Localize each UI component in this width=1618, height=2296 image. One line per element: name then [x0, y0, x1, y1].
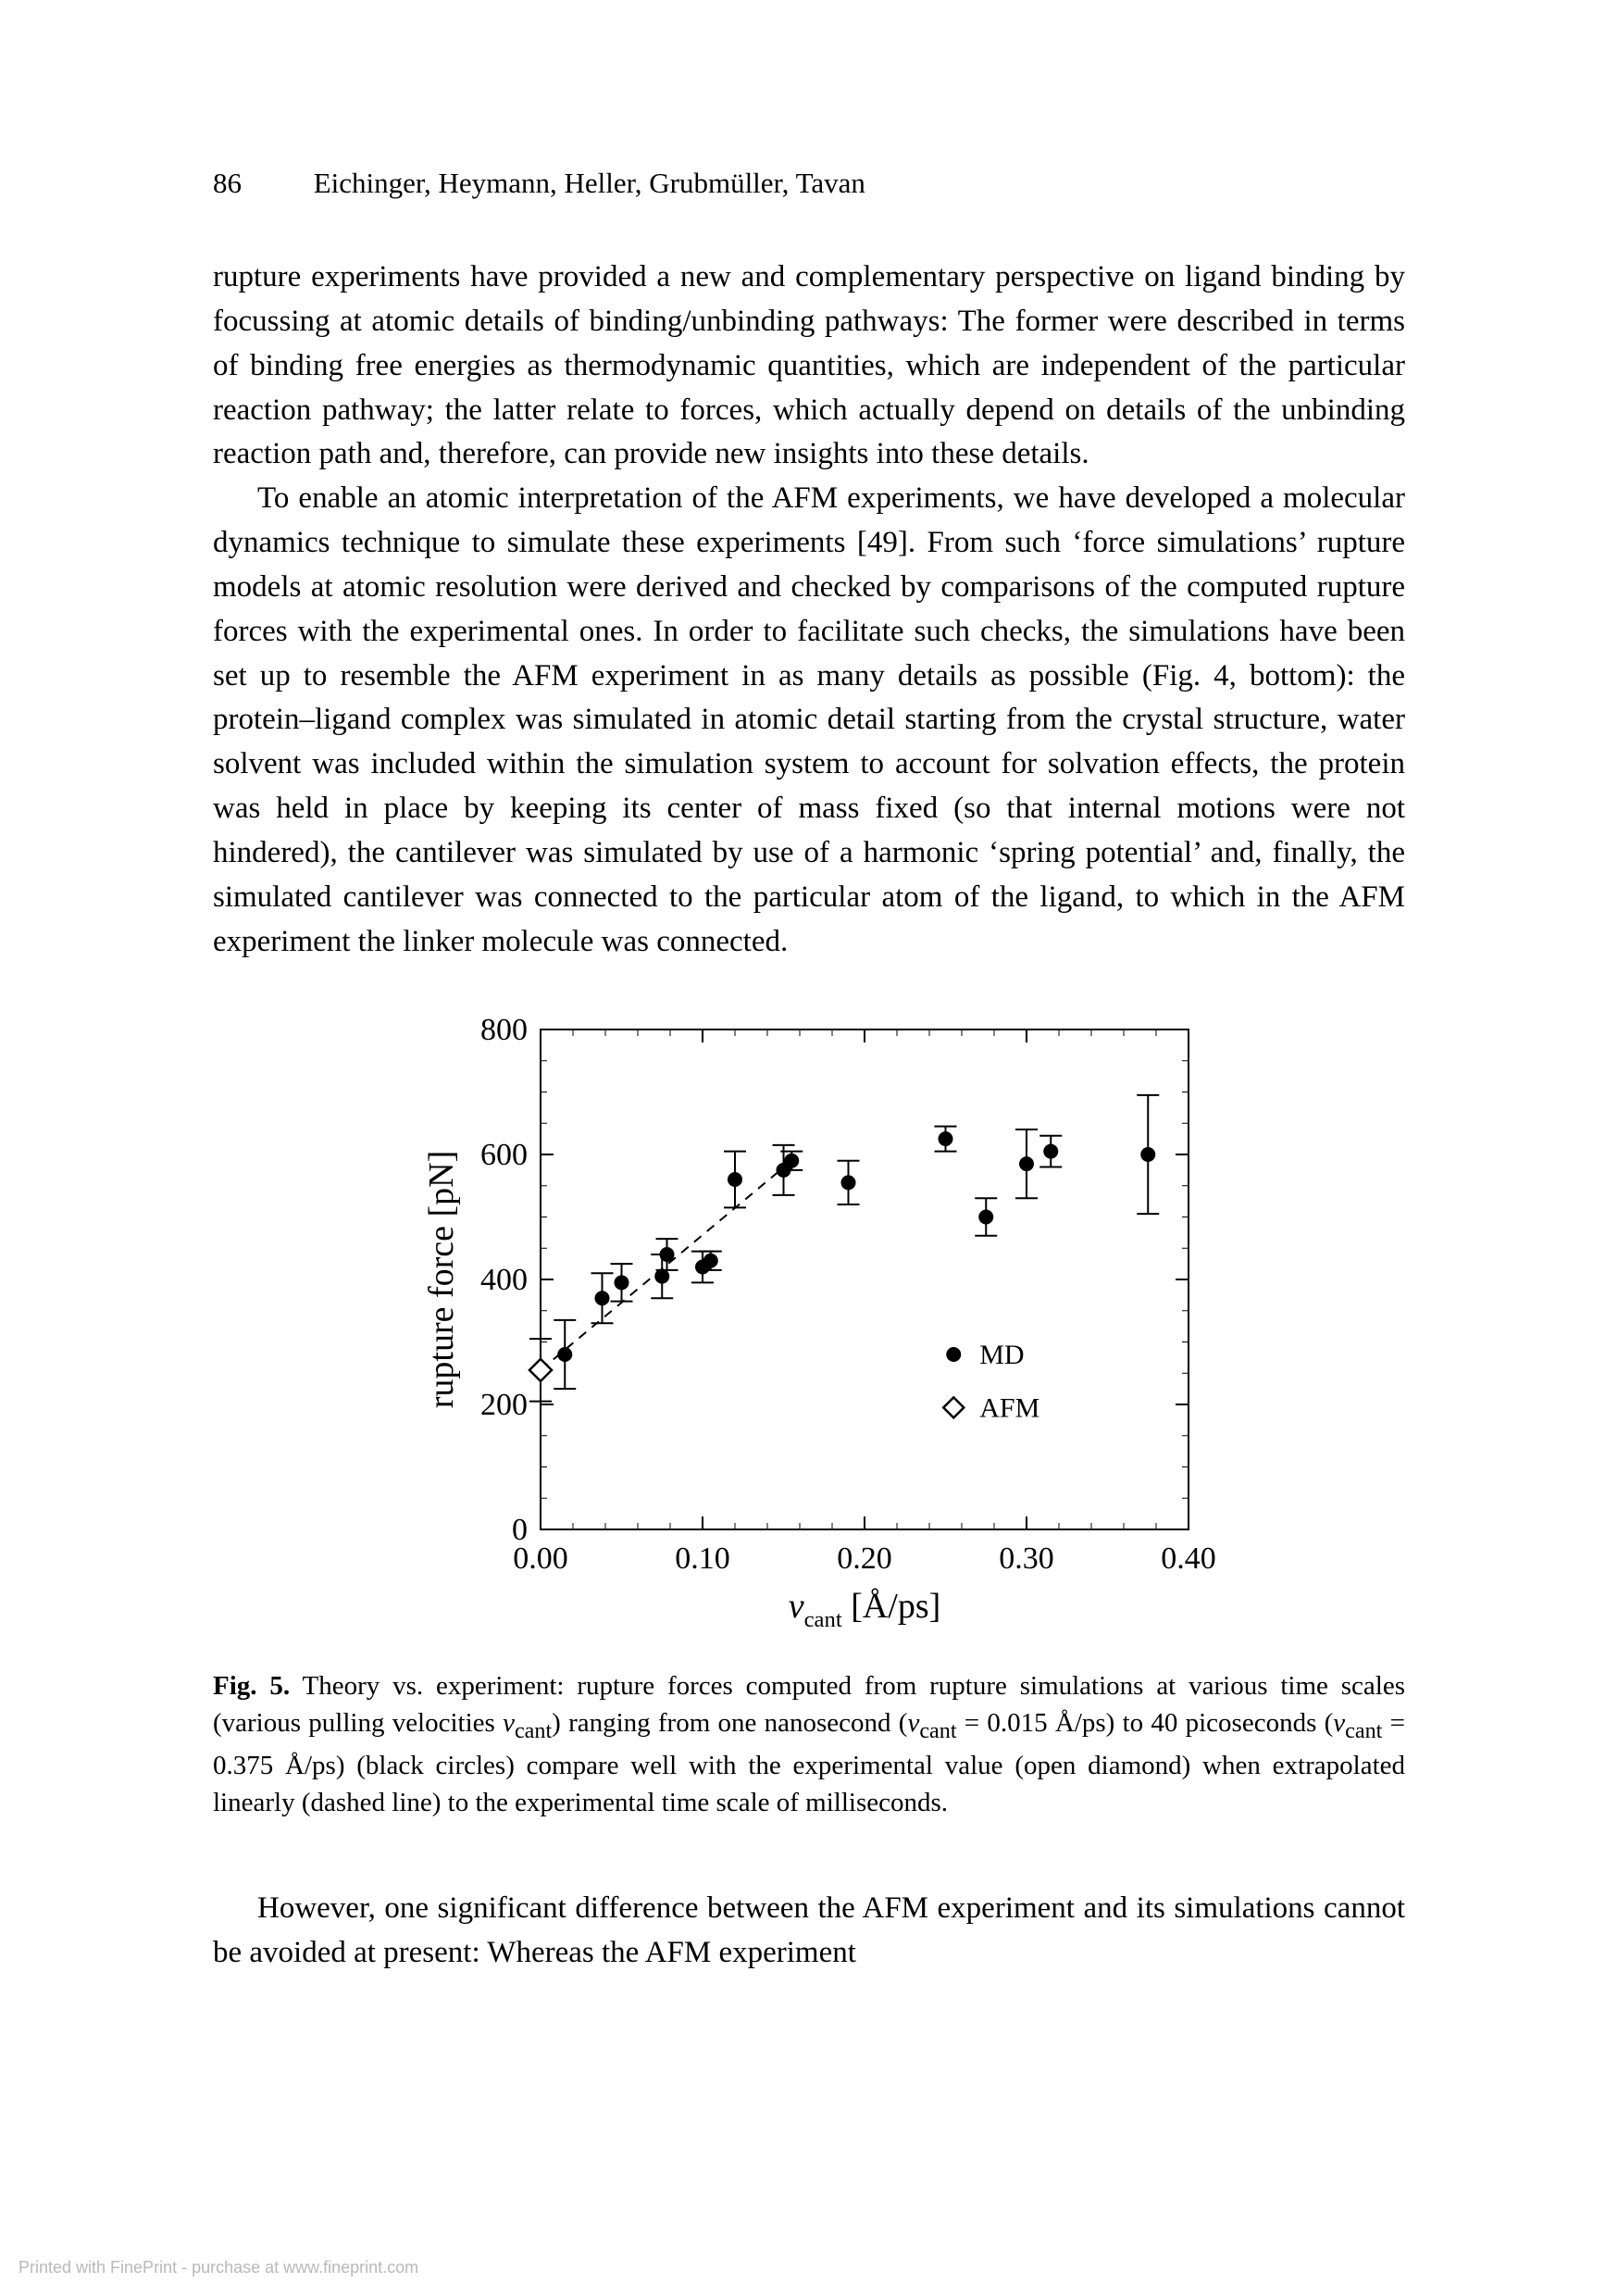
paragraph-1: rupture experiments have provided a new …	[213, 256, 1405, 477]
body-text-after-figure: However, one significant difference betw…	[213, 1887, 1405, 1976]
body-text: rupture experiments have provided a new …	[213, 256, 1405, 965]
svg-text:MD: MD	[979, 1340, 1024, 1370]
page: 86 Eichinger, Heymann, Heller, Grubmülle…	[0, 0, 1618, 2296]
svg-text:200: 200	[480, 1388, 528, 1422]
svg-text:0.40: 0.40	[1161, 1541, 1216, 1576]
svg-text:rupture force [pN]: rupture force [pN]	[422, 1150, 461, 1408]
svg-text:0.10: 0.10	[675, 1541, 730, 1576]
figure-5-caption-text: Theory vs. experiment: rupture forces co…	[213, 1671, 1405, 1818]
svg-text:0.30: 0.30	[999, 1541, 1054, 1576]
figure-5-chart: 0.000.100.200.300.400200400600800vcant […	[402, 1011, 1216, 1641]
figure-5-label: Fig. 5.	[213, 1671, 290, 1701]
figure-5: 0.000.100.200.300.400200400600800vcant […	[213, 1011, 1405, 1822]
running-header: 86 Eichinger, Heymann, Heller, Grubmülle…	[213, 167, 1405, 200]
figure-5-caption: Fig. 5. Theory vs. experiment: rupture f…	[213, 1667, 1405, 1822]
running-head-text: Eichinger, Heymann, Heller, Grubmüller, …	[314, 167, 865, 199]
svg-text:600: 600	[480, 1138, 528, 1172]
page-number: 86	[213, 167, 242, 200]
svg-text:0.20: 0.20	[837, 1541, 892, 1576]
svg-text:400: 400	[480, 1263, 528, 1297]
footer-watermark: Printed with FinePrint - purchase at www…	[19, 2258, 418, 2277]
svg-text:vcant [Å/ps]: vcant [Å/ps]	[789, 1587, 941, 1632]
paragraph-3: However, one significant difference betw…	[213, 1887, 1405, 1976]
svg-text:800: 800	[480, 1013, 528, 1047]
svg-text:AFM: AFM	[979, 1392, 1039, 1423]
svg-text:0: 0	[512, 1513, 528, 1547]
paragraph-2: To enable an atomic interpretation of th…	[213, 477, 1405, 964]
